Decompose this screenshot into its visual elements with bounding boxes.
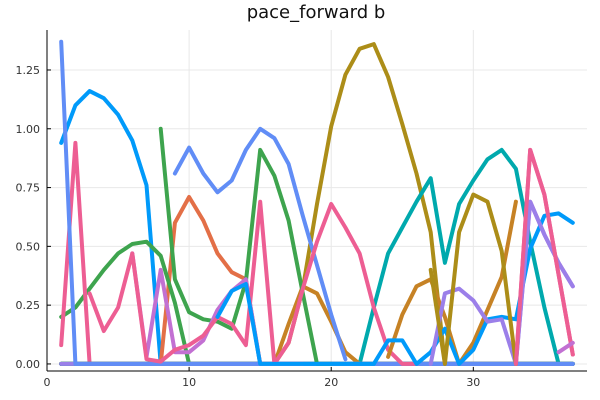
x-tick-label: 10 bbox=[182, 376, 196, 389]
x-tick-label: 20 bbox=[324, 376, 338, 389]
x-tick-label: 0 bbox=[44, 376, 51, 389]
y-tick-label: 1.00 bbox=[16, 123, 41, 136]
chart-title: pace_forward b bbox=[247, 2, 386, 23]
y-tick-label: 1.25 bbox=[16, 64, 41, 77]
y-tick-label: 0.75 bbox=[16, 182, 41, 195]
series-line bbox=[59, 140, 575, 366]
x-tick-label: 30 bbox=[466, 376, 480, 389]
series-line bbox=[215, 211, 575, 366]
y-tick-label: 0.25 bbox=[16, 299, 41, 312]
series-layer bbox=[59, 39, 575, 366]
series-line bbox=[556, 340, 575, 355]
axes: 0 10 20 30 0.00 0.25 0.50 0.75 1.00 1.25 bbox=[16, 30, 587, 389]
y-tick-label: 0.50 bbox=[16, 240, 41, 253]
series-line bbox=[87, 199, 419, 366]
series-line bbox=[428, 192, 518, 366]
series-line bbox=[513, 147, 575, 366]
series-line bbox=[386, 199, 518, 366]
y-tick-label: 0.00 bbox=[16, 358, 41, 371]
series-line bbox=[172, 126, 348, 362]
series-line bbox=[59, 147, 575, 366]
